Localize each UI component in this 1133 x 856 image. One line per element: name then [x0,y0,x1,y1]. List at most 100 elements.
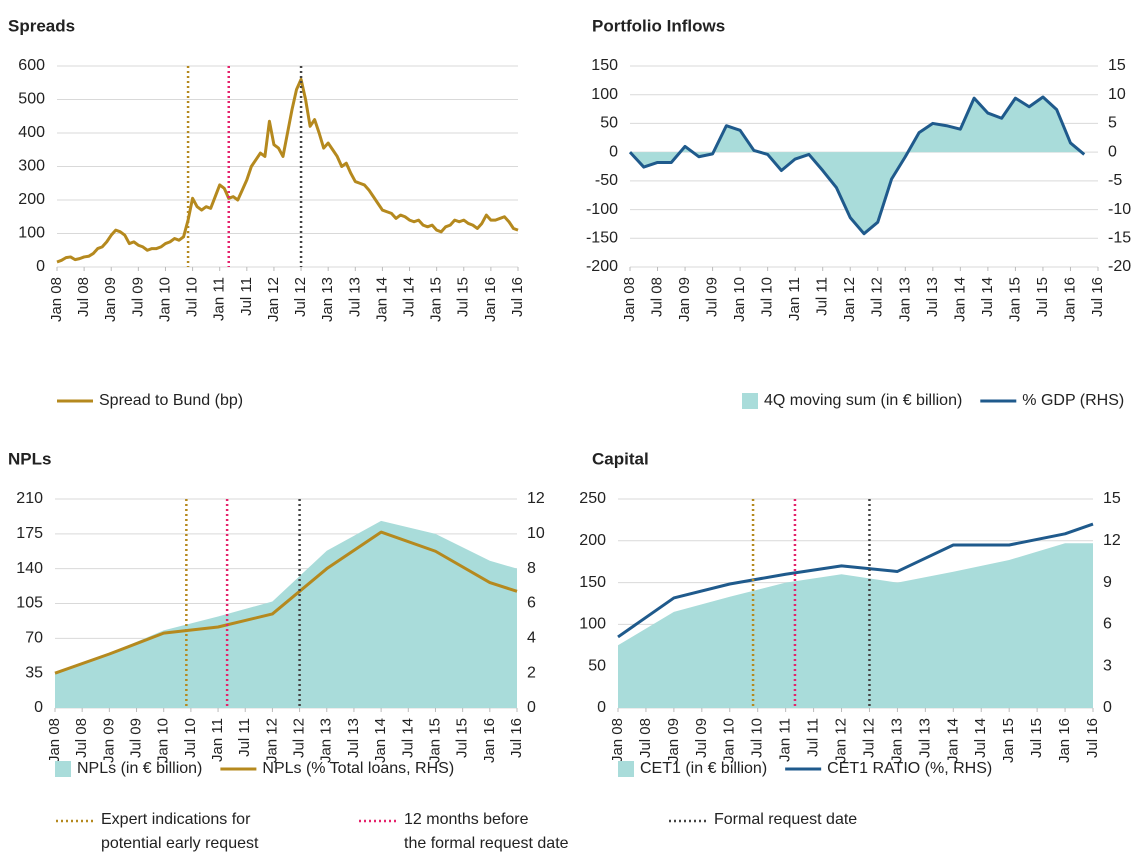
chart-title: NPLs [8,449,51,468]
area [55,520,517,708]
y-tick-label: 150 [579,574,606,591]
y-tick-label: 0 [36,258,45,275]
y-tick-label: -50 [595,172,618,189]
x-tick-label: Jul 09 [129,277,146,317]
y-tick-label: 0 [609,143,618,160]
x-tick-label: Jan 12 [841,277,858,322]
x-tick-label: Jan 14 [944,718,961,763]
y-tick-label: 250 [579,490,606,507]
x-tick-label: Jan 11 [777,718,794,762]
legend-swatch [618,761,634,777]
y2-tick-label: 12 [527,490,545,507]
x-tick-label: Jan 16 [482,277,499,322]
y2-tick-label: 9 [1103,574,1112,591]
y-tick-label: -100 [586,201,618,218]
y-tick-label: 500 [18,91,45,108]
y2-tick-label: 4 [527,630,536,647]
y2-tick-label: -10 [1108,201,1131,218]
x-tick-label: Jul 09 [127,718,144,758]
y2-tick-label: 2 [527,664,536,681]
x-tick-label: Jan 09 [665,718,682,763]
x-tick-label: Jul 15 [455,277,472,317]
y2-tick-label: 15 [1103,490,1121,507]
x-tick-label: Jul 09 [693,718,710,758]
y-tick-label: 100 [579,616,606,633]
x-tick-label: Jul 10 [182,718,199,758]
line [617,522,1094,639]
legend-swatch [359,819,398,823]
x-tick-label: Jul 11 [236,718,253,757]
y2-tick-label: 8 [527,560,536,577]
x-tick-label: Jan 15 [426,718,443,763]
y-tick-label: 400 [18,124,45,141]
legend-label: Expert indications for potential early r… [101,811,259,852]
x-tick-label: Jan 13 [319,277,336,322]
y2-tick-label: 6 [1103,616,1112,633]
y-tick-label: 140 [16,560,43,577]
y-tick-label: 35 [25,664,43,681]
y-tick-label: 200 [579,532,606,549]
x-tick-label: Jul 11 [814,277,831,316]
chart-title: Spreads [8,16,75,35]
x-tick-label: Jan 16 [1056,718,1073,763]
x-tick-label: Jul 08 [73,718,90,758]
chart-title: Capital [592,449,649,468]
x-tick-label: Jul 14 [400,277,417,317]
x-tick-label: Jul 15 [454,718,471,758]
x-tick-label: Jul 15 [1034,277,1051,317]
x-tick-label: Jul 16 [1089,277,1106,317]
x-tick-label: Jan 11 [211,277,228,321]
x-tick-label: Jul 13 [916,718,933,758]
y2-tick-label: 10 [527,525,545,542]
area [630,97,1085,234]
y2-tick-label: 6 [527,595,536,612]
x-tick-label: Jul 16 [509,277,526,317]
legend-label: 12 months before the formal request date [404,811,569,852]
x-tick-label: Jan 11 [786,277,803,321]
x-tick-label: Jul 15 [1028,718,1045,758]
x-tick-label: Jan 09 [102,277,119,322]
y-tick-label: 175 [16,525,43,542]
x-tick-label: Jan 11 [209,718,226,762]
y2-tick-label: -5 [1108,172,1122,189]
x-tick-label: Jul 12 [869,277,886,317]
x-tick-label: Jul 11 [238,277,255,316]
x-tick-label: Jul 16 [1084,718,1101,758]
legend-swatch [56,819,95,823]
events-legend: Expert indications for potential early r… [55,808,1115,854]
y2-tick-label: 0 [1103,699,1112,716]
y-tick-label: 0 [597,699,606,716]
x-tick-label: Jan 12 [265,277,282,322]
legend-label: Formal request date [714,811,858,828]
x-tick-label: Jul 08 [637,718,654,758]
x-tick-label: Jan 09 [100,718,117,763]
x-tick-label: Jan 10 [731,277,748,322]
y-tick-label: 300 [18,158,45,175]
x-tick-label: Jul 12 [291,718,308,758]
y-tick-label: 150 [591,57,618,74]
event-legend-item: 12 months before the formal request date [358,808,569,856]
y-tick-label: -200 [586,258,618,275]
x-tick-label: Jul 13 [346,277,363,317]
chart-title: Portfolio Inflows [592,16,725,35]
x-tick-label: Jul 10 [759,277,776,317]
line [628,95,1086,236]
event-legend-item: Expert indications for potential early r… [55,808,258,856]
x-tick-label: Jan 09 [676,277,693,322]
x-tick-label: Jan 08 [48,277,65,322]
x-tick-label: Jan 10 [155,718,172,763]
y-tick-label: 100 [18,225,45,242]
y-tick-label: 50 [588,657,606,674]
x-tick-label: Jan 16 [481,718,498,763]
y2-tick-label: 3 [1103,657,1112,674]
x-tick-label: Jan 15 [1000,718,1017,763]
y2-tick-label: 10 [1108,86,1126,103]
x-tick-label: Jan 12 [263,718,280,763]
line [56,77,519,264]
y-tick-label: 0 [34,699,43,716]
x-tick-label: Jul 14 [979,277,996,317]
x-tick-label: Jul 13 [345,718,362,758]
legend-label: NPLs (in € billion) [77,760,202,777]
